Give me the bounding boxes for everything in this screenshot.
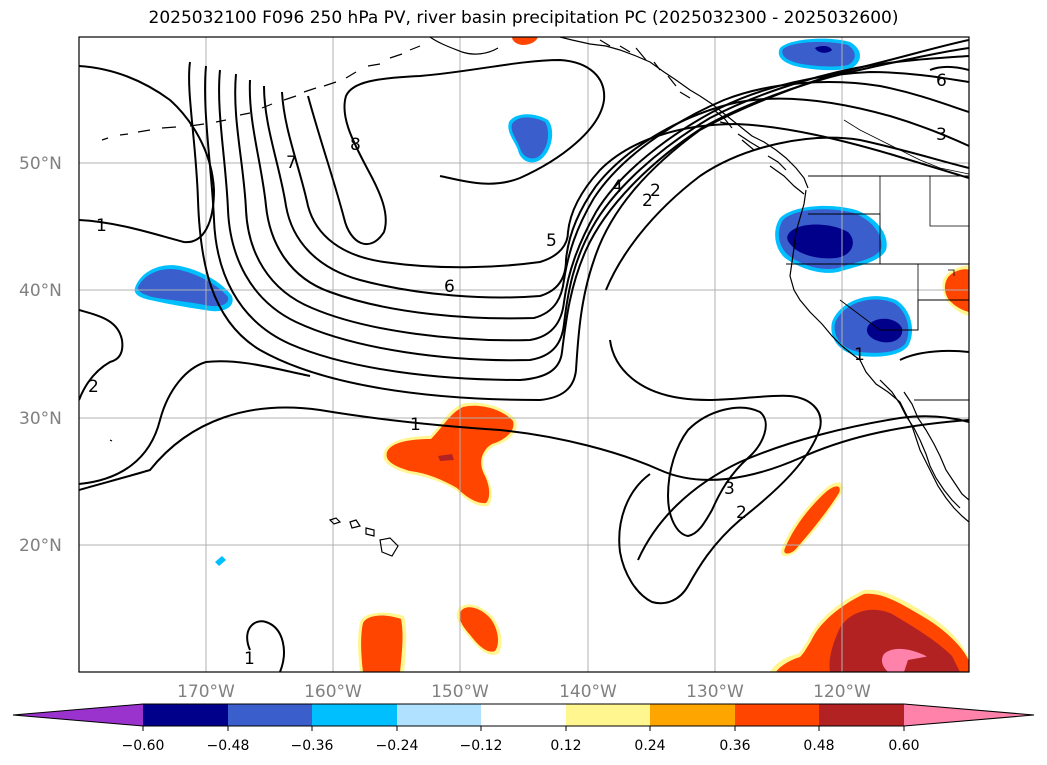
contour-label: 8 <box>350 135 361 155</box>
lon-label: 140°W <box>559 682 617 702</box>
colorbar-bin <box>143 704 228 726</box>
colorbar-tick-label: 0.12 <box>550 738 581 754</box>
contour-label: 2 <box>88 377 99 397</box>
colorbar-tick-label: −0.12 <box>460 738 503 754</box>
coastlines <box>101 37 969 557</box>
lon-label: 120°W <box>813 682 871 702</box>
contour-1-ne <box>899 349 969 361</box>
contour-7 <box>263 85 969 299</box>
contour-2-east <box>605 136 969 291</box>
contour-labels: 1 2 8 7 6 5 4 2 3 6 1 2 3 2 1 1 <box>88 71 947 669</box>
colorbar-bin <box>650 704 735 726</box>
lon-label: 170°W <box>177 682 235 702</box>
contour-2-west-b <box>79 360 311 485</box>
colorbar-bin <box>819 704 904 726</box>
longitude-labels: 170°W 160°W 150°W 140°W 130°W 120°W <box>177 682 871 702</box>
lon-label: 160°W <box>304 682 362 702</box>
lat-label: 40°N <box>19 281 62 301</box>
contour-2-south <box>609 339 822 605</box>
pv-contours <box>79 39 969 672</box>
contour-1-small <box>246 620 285 672</box>
contour-label: 1 <box>244 649 255 669</box>
contour-8-loop <box>307 58 606 245</box>
contour-3 <box>204 47 969 382</box>
lon-label: 130°W <box>686 682 744 702</box>
colorbar-tick-label: −0.60 <box>122 738 165 754</box>
map-title: 2025032100 F096 250 hPa PV, river basin … <box>148 8 899 28</box>
contour-label: 3 <box>724 479 735 499</box>
contour-label: 6 <box>444 277 455 297</box>
contour-6 <box>248 79 969 320</box>
colorbar-ticks <box>142 726 905 731</box>
contour-label: 5 <box>546 231 557 251</box>
colorbar-bin <box>397 704 481 726</box>
lat-label: 30°N <box>19 409 62 429</box>
blob-tiny-west <box>215 556 226 566</box>
contour-label: 4 <box>612 177 623 197</box>
contour-label: 2 <box>642 191 653 211</box>
colorbar-bin <box>735 704 819 726</box>
precip-shading <box>134 37 969 672</box>
lat-label: 20°N <box>19 536 62 556</box>
contour-label: 3 <box>936 125 947 145</box>
colorbar: −0.60 −0.48 −0.36 −0.24 −0.12 0.12 0.24 … <box>12 703 1035 754</box>
contour-4 <box>218 55 969 362</box>
contour-2-west <box>79 309 124 401</box>
blob-top-edge <box>512 37 538 45</box>
contour-label: 1 <box>96 216 107 236</box>
contour-label: 7 <box>286 153 297 173</box>
lon-label: 150°W <box>431 682 489 702</box>
colorbar-bin <box>228 704 312 726</box>
latitude-labels: 50°N 40°N 30°N 20°N <box>19 154 62 556</box>
contour-1-west <box>79 65 216 244</box>
contour-1-south <box>79 406 969 491</box>
colorbar-tick-label: −0.36 <box>291 738 334 754</box>
contour-5 <box>234 70 969 342</box>
contour-ne-tip <box>929 66 969 71</box>
negative-precip-anomalies <box>134 38 912 566</box>
contour-3-south <box>666 406 767 538</box>
colorbar-bin <box>481 704 566 726</box>
contour-8 <box>281 91 969 269</box>
contour-label: 1 <box>854 345 865 365</box>
colorbar-extend-high <box>904 704 1034 726</box>
colorbar-tick-label: 0.24 <box>634 738 665 754</box>
map-frame <box>78 36 970 673</box>
lat-label: 50°N <box>19 154 62 174</box>
contour-label: 1 <box>410 415 421 435</box>
colorbar-bin <box>566 704 650 726</box>
colorbar-tick-label: −0.24 <box>376 738 419 754</box>
colorbar-extend-low <box>13 704 143 726</box>
contour-label: 2 <box>650 181 661 201</box>
colorbar-bin <box>312 704 397 726</box>
colorbar-tick-label: 0.48 <box>803 738 834 754</box>
colorbar-tick-label: 0.36 <box>719 738 750 754</box>
colorbar-tick-label: 0.60 <box>888 738 919 754</box>
contour-label: 2 <box>736 503 747 523</box>
contour-label: 6 <box>936 71 947 91</box>
colorbar-tick-label: −0.48 <box>207 738 250 754</box>
contour-2-se <box>637 415 969 561</box>
